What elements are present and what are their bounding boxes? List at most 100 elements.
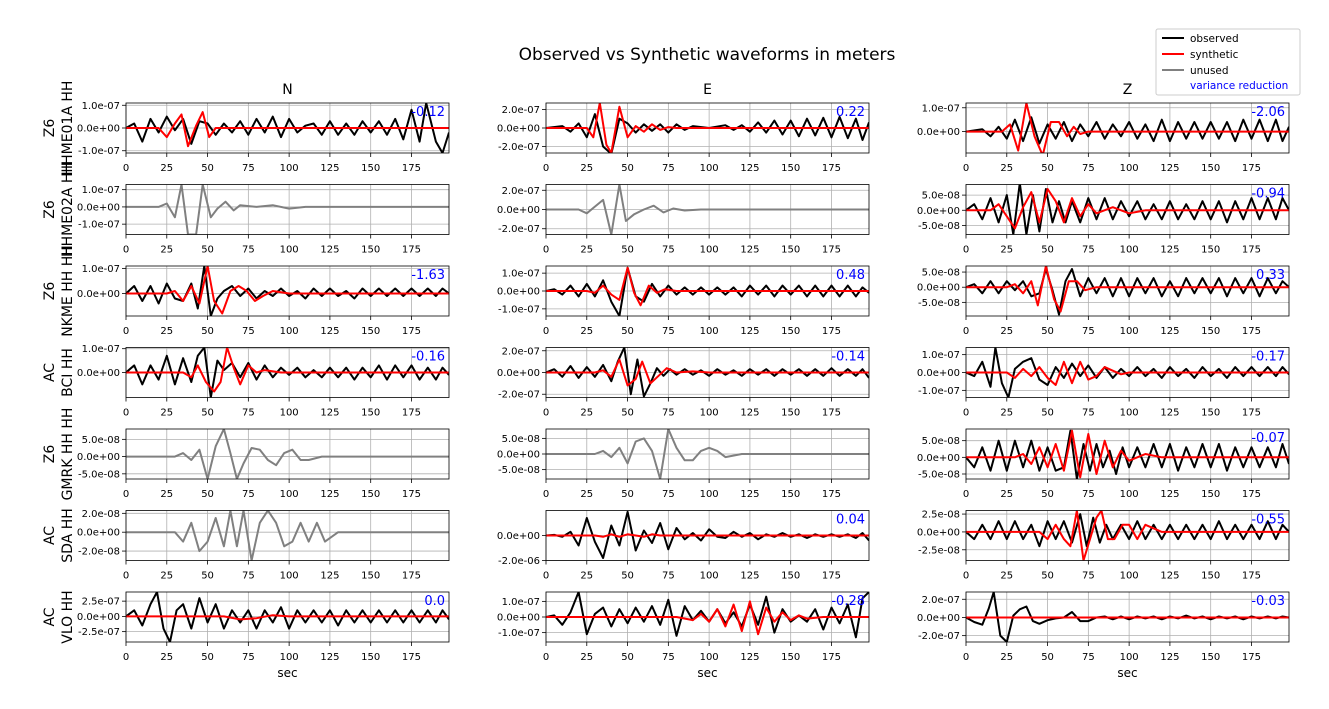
station-label: Z6 HHME01A HH (42, 81, 76, 176)
x-tick-label: 0 (963, 326, 969, 337)
y-tick-label: 0.0e+00 (917, 127, 960, 138)
panel-4-n: 0 25 50 75 100 125 150 175 5.0e-08 0.0e+00 -5.0e-0… (77, 428, 450, 500)
panel-1-n: 0 25 50 75 100 125 150 175 1.0e-07 0.0e+00 -1.0e-0… (77, 184, 450, 256)
y-tick-label: 0.0e+00 (497, 124, 540, 135)
x-tick-label: 25 (160, 652, 173, 663)
synthetic-trace (966, 510, 1289, 561)
x-tick-label: 150 (1201, 163, 1220, 174)
x-tick-label: 125 (1160, 489, 1179, 500)
y-tick-label: 5.0e-08 (82, 435, 120, 446)
station-label: AC SDA HH (42, 508, 76, 563)
y-tick-label: -1.0e-07 (918, 386, 960, 397)
x-tick-label: 50 (201, 571, 214, 582)
x-tick-label: 100 (700, 163, 719, 174)
y-tick-label: 0.0e+00 (77, 289, 120, 300)
y-tick-label: 0.0e+00 (497, 450, 540, 461)
y-tick-label: 0.0e+00 (77, 368, 120, 379)
y-tick-label: 0.0e+00 (497, 613, 540, 624)
station-label-line: AC (42, 526, 58, 545)
y-tick-label: 0.0e+00 (497, 287, 540, 298)
y-tick-label: -5.0e-08 (918, 470, 960, 481)
station-label-line: Z6 (42, 282, 58, 301)
y-tick-label: 0.0e+00 (77, 124, 120, 135)
y-tick-label: 2.0e-08 (82, 509, 120, 520)
y-tick-label: 0.0e+00 (77, 528, 120, 539)
x-tick-label: 50 (1041, 571, 1054, 582)
panel-3-e: 0 25 50 75 100 125 150 175 2.0e-07 0.0e+00 -2.0e-0… (497, 346, 870, 419)
x-tick-label: 175 (822, 652, 841, 663)
x-tick-label: 100 (1120, 163, 1139, 174)
panel-frame (125, 265, 450, 317)
x-tick-label: 25 (160, 326, 173, 337)
synthetic-trace (546, 103, 869, 153)
station-label-line: BCI HH (60, 348, 76, 397)
column-title-n: N (282, 82, 292, 98)
y-tick-label: 0.0e+00 (917, 368, 960, 379)
x-tick-label: 150 (1201, 652, 1220, 663)
x-tick-label: 75 (662, 163, 675, 174)
x-tick-label: 25 (1000, 489, 1013, 500)
variance-reduction-label: -0.12 (411, 105, 445, 120)
panel-1-e: 0 25 50 75 100 125 150 175 2.0e-07 0.0e+00 -2.0e-0… (497, 184, 870, 256)
x-tick-label: 125 (740, 163, 759, 174)
x-tick-label: 75 (242, 326, 255, 337)
synthetic-trace (546, 533, 869, 538)
x-tick-label: 25 (160, 163, 173, 174)
x-tick-label: 0 (963, 245, 969, 256)
x-tick-label: 0 (543, 652, 549, 663)
y-tick-label: 5.0e-08 (922, 268, 960, 279)
panel-frame (965, 184, 1290, 235)
synthetic-trace (546, 266, 869, 307)
x-tick-label: 125 (320, 326, 339, 337)
x-tick-label: 175 (1242, 408, 1261, 419)
y-tick-label: -1.0e-07 (498, 304, 540, 315)
x-tick-label: 150 (781, 163, 800, 174)
x-tick-label: 25 (160, 408, 173, 419)
x-tick-label: 25 (580, 571, 593, 582)
variance-reduction-label: -0.28 (831, 594, 865, 609)
x-tick-label: 75 (1082, 163, 1095, 174)
x-tick-label: 175 (822, 408, 841, 419)
y-tick-label: -5.0e-08 (918, 298, 960, 309)
x-tick-label: 125 (320, 489, 339, 500)
x-tick-label: 150 (781, 245, 800, 256)
x-tick-label: 0 (543, 163, 549, 174)
y-tick-label: -2.0e-07 (918, 631, 960, 642)
x-tick-label: 0 (963, 652, 969, 663)
x-tick-label: 50 (1041, 652, 1054, 663)
variance-reduction-label: 0.0 (424, 594, 445, 609)
station-label-line: SDA HH (60, 508, 76, 563)
x-tick-label: 50 (621, 489, 634, 500)
y-tick-label: 0.0e+00 (77, 612, 120, 623)
station-label-line: Z6 (42, 119, 58, 138)
x-tick-label: 125 (320, 652, 339, 663)
x-axis-label-n: sec (277, 666, 297, 680)
station-label-line: Z6 (42, 200, 58, 219)
x-tick-label: 175 (822, 245, 841, 256)
y-tick-label: 1.0e-07 (82, 101, 120, 112)
y-tick-label: 1.0e-07 (502, 269, 540, 280)
y-tick-label: 0.0e+00 (497, 368, 540, 379)
variance-reduction-label: 0.04 (836, 513, 865, 528)
y-tick-label: 2.0e-07 (502, 186, 540, 197)
x-tick-label: 75 (242, 652, 255, 663)
x-tick-label: 150 (1201, 489, 1220, 500)
x-tick-label: 50 (201, 245, 214, 256)
panel-2-n: 0 25 50 75 100 125 150 175 1.0e-07 0.0e+00 -1.63 (77, 264, 450, 337)
observed-trace (966, 513, 1289, 548)
x-tick-label: 175 (402, 408, 421, 419)
x-tick-label: 50 (621, 408, 634, 419)
station-label: AC BCI HH (42, 348, 76, 397)
observed-trace (966, 116, 1289, 145)
synthetic-trace (546, 600, 869, 636)
x-tick-label: 175 (822, 163, 841, 174)
x-tick-label: 100 (700, 326, 719, 337)
station-label-line: HHME01A HH (60, 81, 76, 176)
x-tick-label: 0 (963, 571, 969, 582)
x-tick-label: 150 (1201, 326, 1220, 337)
synthetic-trace (966, 360, 1289, 386)
x-tick-label: 100 (1120, 489, 1139, 500)
unused-trace (546, 429, 869, 479)
y-tick-label: 0.0e+00 (917, 206, 960, 217)
x-tick-label: 100 (1120, 652, 1139, 663)
